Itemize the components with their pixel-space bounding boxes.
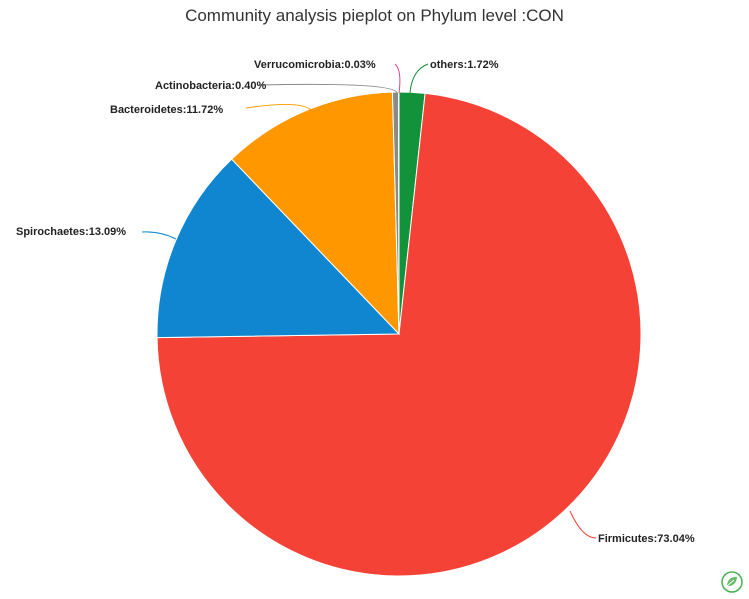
leader-line-spirochaetes	[141, 231, 177, 240]
leaf-logo-icon	[721, 571, 743, 593]
leader-line-bacteroidetes	[245, 103, 312, 111]
slice-label-bacteroidetes: Bacteroidetes:11.72%	[110, 104, 223, 116]
chart-title: Community analysis pieplot on Phylum lev…	[185, 6, 564, 25]
pie-slice-spirochaetes	[156, 158, 401, 339]
pie-slice-bacteroidetes	[230, 91, 400, 336]
leader-line-firmicutes	[569, 510, 597, 539]
leader-line-others	[409, 63, 429, 94]
pie-slices	[156, 91, 642, 577]
slice-label-firmicutes: Firmicutes:73.04%	[598, 533, 695, 545]
slice-labels: others:1.72% Firmicutes:73.04% Spirochaete…	[16, 59, 695, 545]
leader-line-verrucomicrobia	[394, 63, 401, 94]
slice-label-spirochaetes: Spirochaetes:13.09%	[16, 226, 126, 238]
slice-label-actinobacteria: Actinobacteria:0.40%	[155, 80, 266, 92]
slice-label-others: others:1.72%	[430, 59, 499, 71]
slice-label-verrucomicrobia: Verrucomicrobia:0.03%	[254, 59, 376, 71]
leader-line-actinobacteria	[257, 83, 398, 94]
label-leader-lines	[141, 63, 597, 539]
